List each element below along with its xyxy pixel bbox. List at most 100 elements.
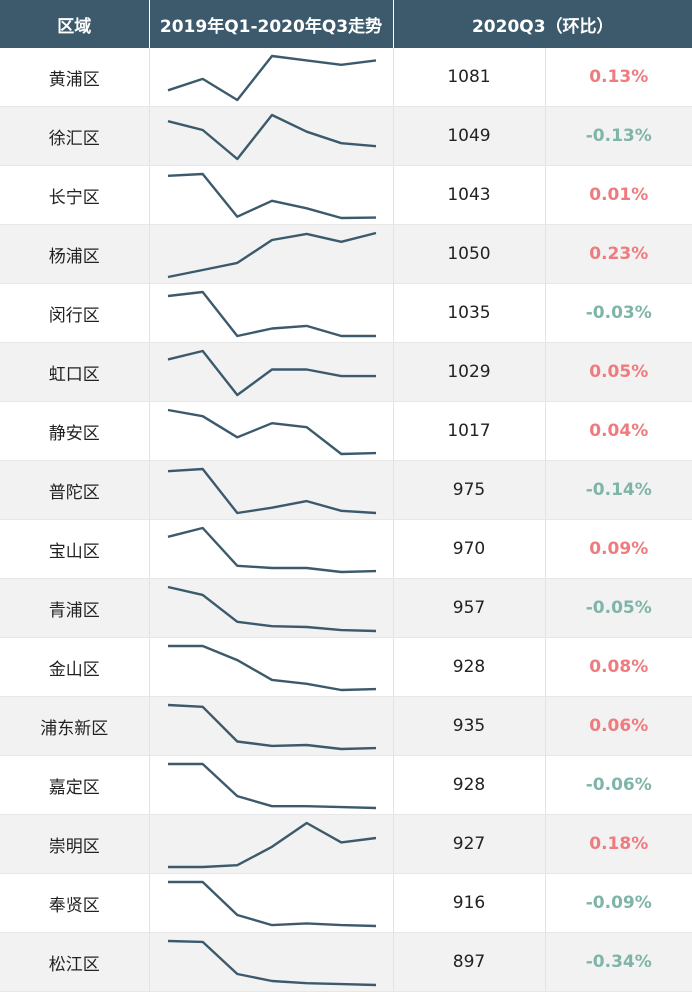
sparkline-path xyxy=(167,54,376,102)
sparkline xyxy=(167,54,376,102)
region-cell: 青浦区 xyxy=(0,578,150,638)
sparkline-cell xyxy=(149,342,394,402)
sparkline-path xyxy=(167,526,376,574)
region-cell: 普陀区 xyxy=(0,460,150,520)
sparkline-cell xyxy=(149,932,394,992)
table-row: 宝山区 970 0.09% xyxy=(0,519,692,579)
header-row: 区域 2019年Q1-2020年Q3走势 2020Q3（环比） xyxy=(0,0,692,48)
region-cell: 嘉定区 xyxy=(0,755,150,815)
sparkline xyxy=(167,939,376,987)
sparkline-cell xyxy=(149,283,394,343)
change-cell: 0.01% xyxy=(545,165,692,225)
sparkline xyxy=(167,821,376,869)
sparkline-cell xyxy=(149,165,394,225)
region-cell: 虹口区 xyxy=(0,342,150,402)
table-row: 崇明区 927 0.18% xyxy=(0,814,692,874)
header-region: 区域 xyxy=(0,0,150,48)
value-cell: 957 xyxy=(393,578,546,638)
value-cell: 975 xyxy=(393,460,546,520)
table-body: 黄浦区 1081 0.13% 徐汇区 1049 -0.13% 长宁区 1043 0.01% 杨浦区… xyxy=(0,48,692,992)
value-cell: 927 xyxy=(393,814,546,874)
value-cell: 970 xyxy=(393,519,546,579)
change-cell: 0.23% xyxy=(545,224,692,284)
sparkline-path xyxy=(167,467,376,515)
sparkline-cell xyxy=(149,637,394,697)
region-cell: 浦东新区 xyxy=(0,696,150,756)
value-cell: 916 xyxy=(393,873,546,933)
sparkline-path xyxy=(167,113,376,161)
sparkline-cell xyxy=(149,48,394,107)
sparkline xyxy=(167,762,376,810)
sparkline-path xyxy=(167,585,376,633)
region-cell: 松江区 xyxy=(0,932,150,992)
sparkline xyxy=(167,644,376,692)
sparkline-path xyxy=(167,880,376,928)
header-value: 2020Q3（环比） xyxy=(393,0,692,48)
sparkline xyxy=(167,231,376,279)
table-row: 黄浦区 1081 0.13% xyxy=(0,48,692,107)
value-cell: 1035 xyxy=(393,283,546,343)
sparkline-path xyxy=(167,290,376,338)
sparkline-cell xyxy=(149,578,394,638)
change-cell: -0.34% xyxy=(545,932,692,992)
sparkline xyxy=(167,526,376,574)
sparkline-cell xyxy=(149,224,394,284)
table-row: 静安区 1017 0.04% xyxy=(0,401,692,461)
change-cell: -0.09% xyxy=(545,873,692,933)
change-cell: 0.05% xyxy=(545,342,692,402)
region-cell: 徐汇区 xyxy=(0,106,150,166)
value-cell: 928 xyxy=(393,755,546,815)
table-row: 普陀区 975 -0.14% xyxy=(0,460,692,520)
sparkline xyxy=(167,113,376,161)
change-cell: -0.13% xyxy=(545,106,692,166)
region-cell: 长宁区 xyxy=(0,165,150,225)
region-cell: 宝山区 xyxy=(0,519,150,579)
sparkline-path xyxy=(167,349,376,397)
value-cell: 1017 xyxy=(393,401,546,461)
sparkline-path xyxy=(167,231,376,279)
change-cell: 0.09% xyxy=(545,519,692,579)
sparkline xyxy=(167,172,376,220)
table-row: 长宁区 1043 0.01% xyxy=(0,165,692,225)
change-cell: 0.18% xyxy=(545,814,692,874)
region-cell: 闵行区 xyxy=(0,283,150,343)
value-cell: 928 xyxy=(393,637,546,697)
sparkline-path xyxy=(167,644,376,692)
table-row: 虹口区 1029 0.05% xyxy=(0,342,692,402)
value-cell: 1049 xyxy=(393,106,546,166)
change-cell: 0.04% xyxy=(545,401,692,461)
value-cell: 1043 xyxy=(393,165,546,225)
sparkline-cell xyxy=(149,873,394,933)
change-cell: -0.03% xyxy=(545,283,692,343)
change-cell: 0.06% xyxy=(545,696,692,756)
sparkline-cell xyxy=(149,106,394,166)
value-cell: 935 xyxy=(393,696,546,756)
change-cell: 0.08% xyxy=(545,637,692,697)
sparkline-cell xyxy=(149,696,394,756)
region-cell: 金山区 xyxy=(0,637,150,697)
sparkline-cell xyxy=(149,755,394,815)
region-cell: 奉贤区 xyxy=(0,873,150,933)
header-trend: 2019年Q1-2020年Q3走势 xyxy=(149,0,394,48)
region-cell: 静安区 xyxy=(0,401,150,461)
change-cell: -0.06% xyxy=(545,755,692,815)
value-cell: 1081 xyxy=(393,48,546,107)
sparkline xyxy=(167,349,376,397)
table-row: 徐汇区 1049 -0.13% xyxy=(0,106,692,166)
sparkline xyxy=(167,880,376,928)
region-cell: 黄浦区 xyxy=(0,48,150,107)
sparkline-path xyxy=(167,939,376,987)
sparkline xyxy=(167,585,376,633)
sparkline xyxy=(167,408,376,456)
change-cell: 0.13% xyxy=(545,48,692,107)
sparkline xyxy=(167,703,376,751)
region-cell: 崇明区 xyxy=(0,814,150,874)
sparkline-path xyxy=(167,821,376,869)
sparkline xyxy=(167,290,376,338)
table-row: 杨浦区 1050 0.23% xyxy=(0,224,692,284)
table-row: 闵行区 1035 -0.03% xyxy=(0,283,692,343)
region-cell: 杨浦区 xyxy=(0,224,150,284)
sparkline xyxy=(167,467,376,515)
value-cell: 897 xyxy=(393,932,546,992)
